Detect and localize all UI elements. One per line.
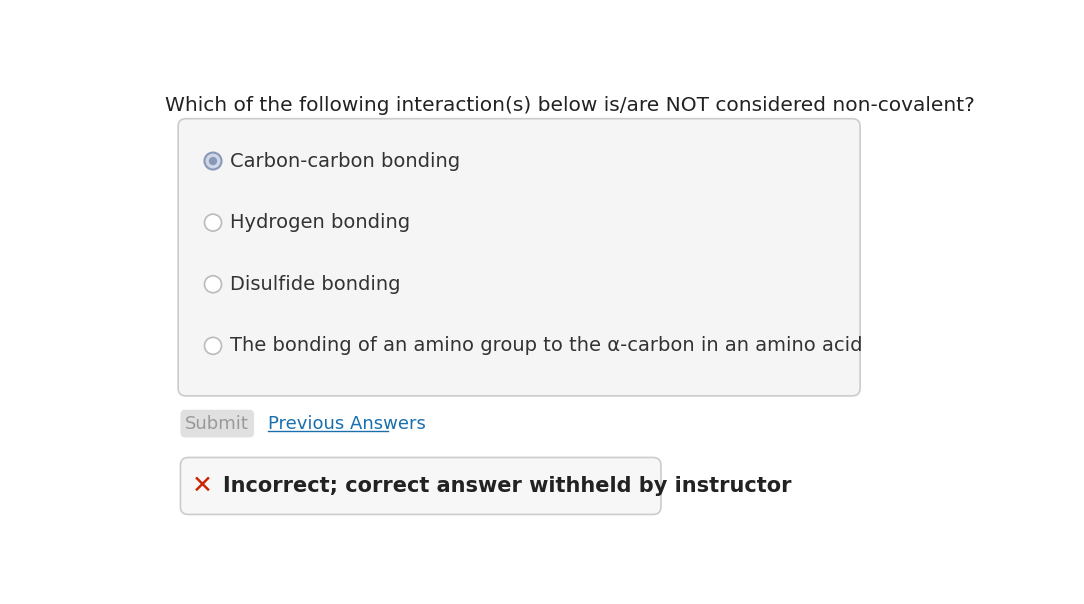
Text: Previous Answers: Previous Answers [268, 414, 426, 432]
Circle shape [205, 214, 221, 231]
Text: ✕: ✕ [192, 474, 212, 498]
Text: Carbon-carbon bonding: Carbon-carbon bonding [230, 152, 461, 170]
Text: The bonding of an amino group to the α-carbon in an amino acid: The bonding of an amino group to the α-c… [230, 336, 863, 355]
Text: Hydrogen bonding: Hydrogen bonding [230, 213, 410, 232]
FancyBboxPatch shape [180, 410, 254, 437]
FancyBboxPatch shape [178, 118, 860, 396]
Circle shape [205, 153, 221, 170]
Text: Incorrect; correct answer withheld by instructor: Incorrect; correct answer withheld by in… [223, 476, 791, 496]
Circle shape [209, 158, 217, 164]
Circle shape [205, 276, 221, 293]
Text: Which of the following interaction(s) below is/are NOT considered non-covalent?: Which of the following interaction(s) be… [165, 95, 975, 115]
Text: Submit: Submit [185, 414, 249, 432]
FancyBboxPatch shape [180, 457, 661, 515]
Circle shape [205, 338, 221, 355]
Text: Disulfide bonding: Disulfide bonding [230, 275, 401, 294]
